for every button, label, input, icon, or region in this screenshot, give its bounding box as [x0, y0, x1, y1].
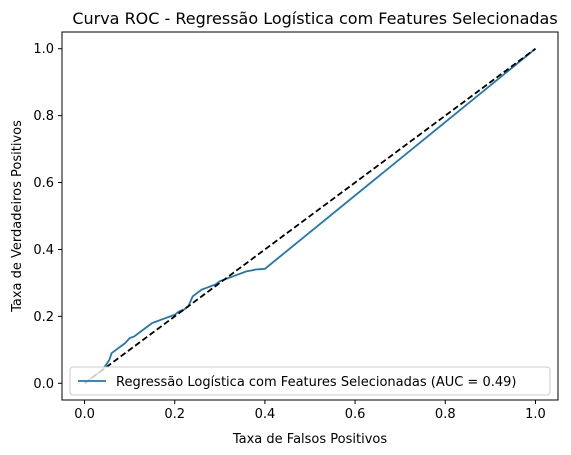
- legend: Regressão Logística com Features Selecio…: [69, 366, 551, 396]
- x-tick-label: 1.0: [525, 407, 546, 422]
- x-axis-ticks: 0.0 0.2 0.4 0.6 0.8 1.0: [74, 400, 546, 422]
- y-tick-label: 0.2: [33, 310, 54, 325]
- roc-curve-line: [84, 48, 537, 384]
- x-axis-label: Taxa de Falsos Positivos: [232, 432, 387, 447]
- x-tick-label: 0.8: [435, 407, 456, 422]
- x-tick-label: 0.2: [164, 407, 185, 422]
- y-tick-label: 0.6: [33, 176, 54, 191]
- x-tick-label: 0.0: [74, 407, 95, 422]
- legend-label-logistic: Regressão Logística com Features Selecio…: [116, 375, 516, 390]
- chart-title: Curva ROC - Regressão Logística com Feat…: [72, 9, 557, 28]
- y-tick-label: 0.4: [33, 243, 54, 258]
- legend-box: [69, 366, 551, 396]
- x-tick-label: 0.4: [255, 407, 276, 422]
- y-axis-ticks: 0.0 0.2 0.4 0.6 0.8 1.0: [33, 42, 62, 392]
- plot-frame: [61, 31, 559, 401]
- y-tick-label: 1.0: [33, 42, 54, 57]
- series-layer: [84, 48, 537, 384]
- y-axis-label: Taxa de Verdadeiros Positivos: [10, 120, 25, 313]
- x-tick-label: 0.6: [345, 407, 366, 422]
- y-tick-label: 0.0: [33, 377, 54, 392]
- y-tick-label: 0.8: [33, 109, 54, 124]
- chance-diagonal-line: [84, 48, 536, 384]
